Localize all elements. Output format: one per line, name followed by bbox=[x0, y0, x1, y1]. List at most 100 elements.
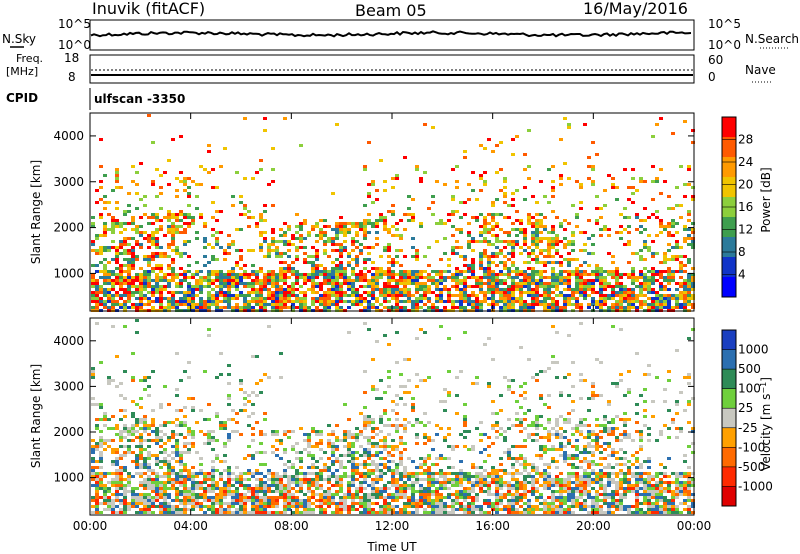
heatmap-cell bbox=[219, 505, 223, 508]
heatmap-cell bbox=[675, 204, 679, 207]
heatmap-cell bbox=[195, 273, 199, 276]
heatmap-cell bbox=[355, 240, 359, 243]
heatmap-cell bbox=[263, 463, 267, 466]
heatmap-cell bbox=[323, 303, 327, 306]
heatmap-cell bbox=[439, 273, 443, 276]
heatmap-cell bbox=[155, 168, 159, 171]
heatmap-cell bbox=[335, 234, 339, 237]
heatmap-cell bbox=[343, 234, 347, 237]
heatmap-cell bbox=[259, 484, 263, 487]
heatmap-cell bbox=[519, 499, 523, 502]
heatmap-cell bbox=[271, 228, 275, 231]
heatmap-cell bbox=[427, 439, 431, 442]
heatmap-cell bbox=[251, 279, 255, 282]
colorbar-tick-label: 20 bbox=[738, 178, 753, 192]
heatmap-cell bbox=[287, 270, 291, 273]
heatmap-cell bbox=[343, 454, 347, 457]
heatmap-cell bbox=[267, 472, 271, 475]
heatmap-cell bbox=[343, 246, 347, 249]
heatmap-cell bbox=[223, 484, 227, 487]
heatmap-cell bbox=[383, 505, 387, 508]
heatmap-cell bbox=[175, 493, 179, 496]
heatmap-cell bbox=[323, 267, 327, 270]
heatmap-cell bbox=[191, 222, 195, 225]
heatmap-cell bbox=[491, 288, 495, 291]
heatmap-cell bbox=[243, 294, 247, 297]
heatmap-cell bbox=[387, 424, 391, 427]
heatmap-cell bbox=[151, 252, 155, 255]
heatmap-cell bbox=[167, 213, 171, 216]
heatmap-cell bbox=[203, 285, 207, 288]
heatmap-cell bbox=[611, 273, 615, 276]
heatmap-cell bbox=[403, 391, 407, 394]
heatmap-cell bbox=[131, 303, 135, 306]
heatmap-cell bbox=[107, 288, 111, 291]
heatmap-cell bbox=[287, 466, 291, 469]
heatmap-cell bbox=[99, 303, 103, 306]
heatmap-cell bbox=[443, 276, 447, 279]
heatmap-cell bbox=[535, 297, 539, 300]
heatmap-cell bbox=[483, 484, 487, 487]
heatmap-cell bbox=[251, 264, 255, 267]
heatmap-cell bbox=[187, 177, 191, 180]
heatmap-cell bbox=[99, 466, 103, 469]
heatmap-cell bbox=[343, 472, 347, 475]
heatmap-cell bbox=[131, 460, 135, 463]
heatmap-cell bbox=[251, 355, 255, 358]
heatmap-cell bbox=[199, 508, 203, 511]
heatmap-cell bbox=[187, 469, 191, 472]
heatmap-cell bbox=[199, 213, 203, 216]
heatmap-cell bbox=[167, 297, 171, 300]
heatmap-cell bbox=[347, 442, 351, 445]
heatmap-cell bbox=[259, 433, 263, 436]
heatmap-cell bbox=[159, 439, 163, 442]
heatmap-cell bbox=[159, 436, 163, 439]
heatmap-cell bbox=[615, 198, 619, 201]
heatmap-cell bbox=[259, 291, 263, 294]
heatmap-cell bbox=[95, 237, 99, 240]
heatmap-cell bbox=[567, 279, 571, 282]
heatmap-cell bbox=[491, 201, 495, 204]
heatmap-cell bbox=[275, 454, 279, 457]
heatmap-cell bbox=[271, 306, 275, 309]
heatmap-cell bbox=[131, 276, 135, 279]
heatmap-cell bbox=[511, 508, 515, 511]
heatmap-cell bbox=[399, 442, 403, 445]
heatmap-cell bbox=[331, 288, 335, 291]
heatmap-cell bbox=[327, 475, 331, 478]
heatmap-cell bbox=[291, 430, 295, 433]
heatmap-cell bbox=[383, 306, 387, 309]
heatmap-cell bbox=[307, 442, 311, 445]
heatmap-cell bbox=[519, 288, 523, 291]
heatmap-cell bbox=[219, 487, 223, 490]
heatmap-cell bbox=[183, 222, 187, 225]
heatmap-cell bbox=[275, 297, 279, 300]
heatmap-cell bbox=[315, 234, 319, 237]
heatmap-cell bbox=[107, 499, 111, 502]
heatmap-cell bbox=[403, 466, 407, 469]
heatmap-cell bbox=[99, 403, 103, 406]
heatmap-cell bbox=[131, 264, 135, 267]
heatmap-cell bbox=[335, 424, 339, 427]
heatmap-cell bbox=[659, 288, 663, 291]
heatmap-cell bbox=[107, 496, 111, 499]
heatmap-cell bbox=[219, 373, 223, 376]
heatmap-cell bbox=[91, 505, 95, 508]
heatmap-cell bbox=[183, 183, 187, 186]
heatmap-cell bbox=[551, 240, 555, 243]
heatmap-cell bbox=[691, 195, 695, 198]
heatmap-cell bbox=[399, 306, 403, 309]
heatmap-cell bbox=[311, 481, 315, 484]
heatmap-cell bbox=[311, 511, 315, 514]
heatmap-cell bbox=[275, 303, 279, 306]
heatmap-cell bbox=[95, 472, 99, 475]
heatmap-cell bbox=[179, 135, 183, 138]
heatmap-cell bbox=[131, 249, 135, 252]
heatmap-cell bbox=[235, 273, 239, 276]
heatmap-cell bbox=[191, 180, 195, 183]
heatmap-cell bbox=[491, 243, 495, 246]
heatmap-cell bbox=[627, 243, 631, 246]
heatmap-cell bbox=[399, 490, 403, 493]
heatmap-cell bbox=[183, 303, 187, 306]
heatmap-cell bbox=[403, 448, 407, 451]
